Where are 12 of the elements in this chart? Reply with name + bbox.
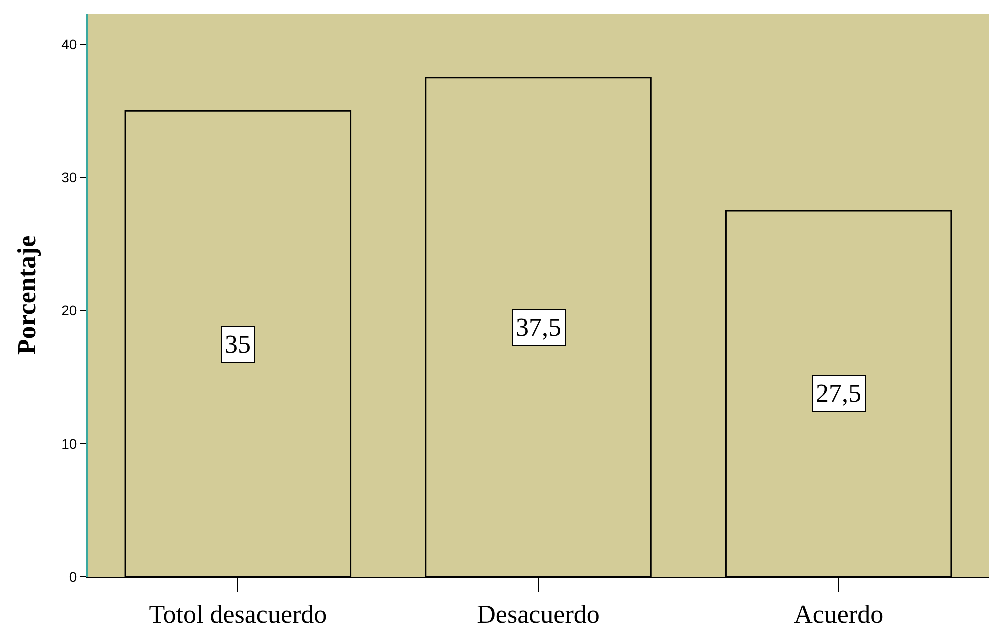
data-label: 35 (225, 330, 251, 359)
data-label: 37,5 (516, 313, 562, 342)
y-tick-label: 10 (62, 436, 78, 452)
x-tick-label: Totol desacuerdo (149, 600, 328, 630)
x-tick-label: Acuerdo (794, 600, 884, 630)
y-tick-label: 20 (62, 302, 78, 319)
y-tick-label: 30 (62, 170, 78, 186)
data-label: 27,5 (816, 379, 862, 408)
y-tick-label: 0 (69, 568, 78, 585)
y-axis-title: Porcentaje (12, 236, 42, 356)
y-tick-label: 40 (62, 36, 78, 53)
x-tick-label: Desacuerdo (477, 600, 600, 630)
